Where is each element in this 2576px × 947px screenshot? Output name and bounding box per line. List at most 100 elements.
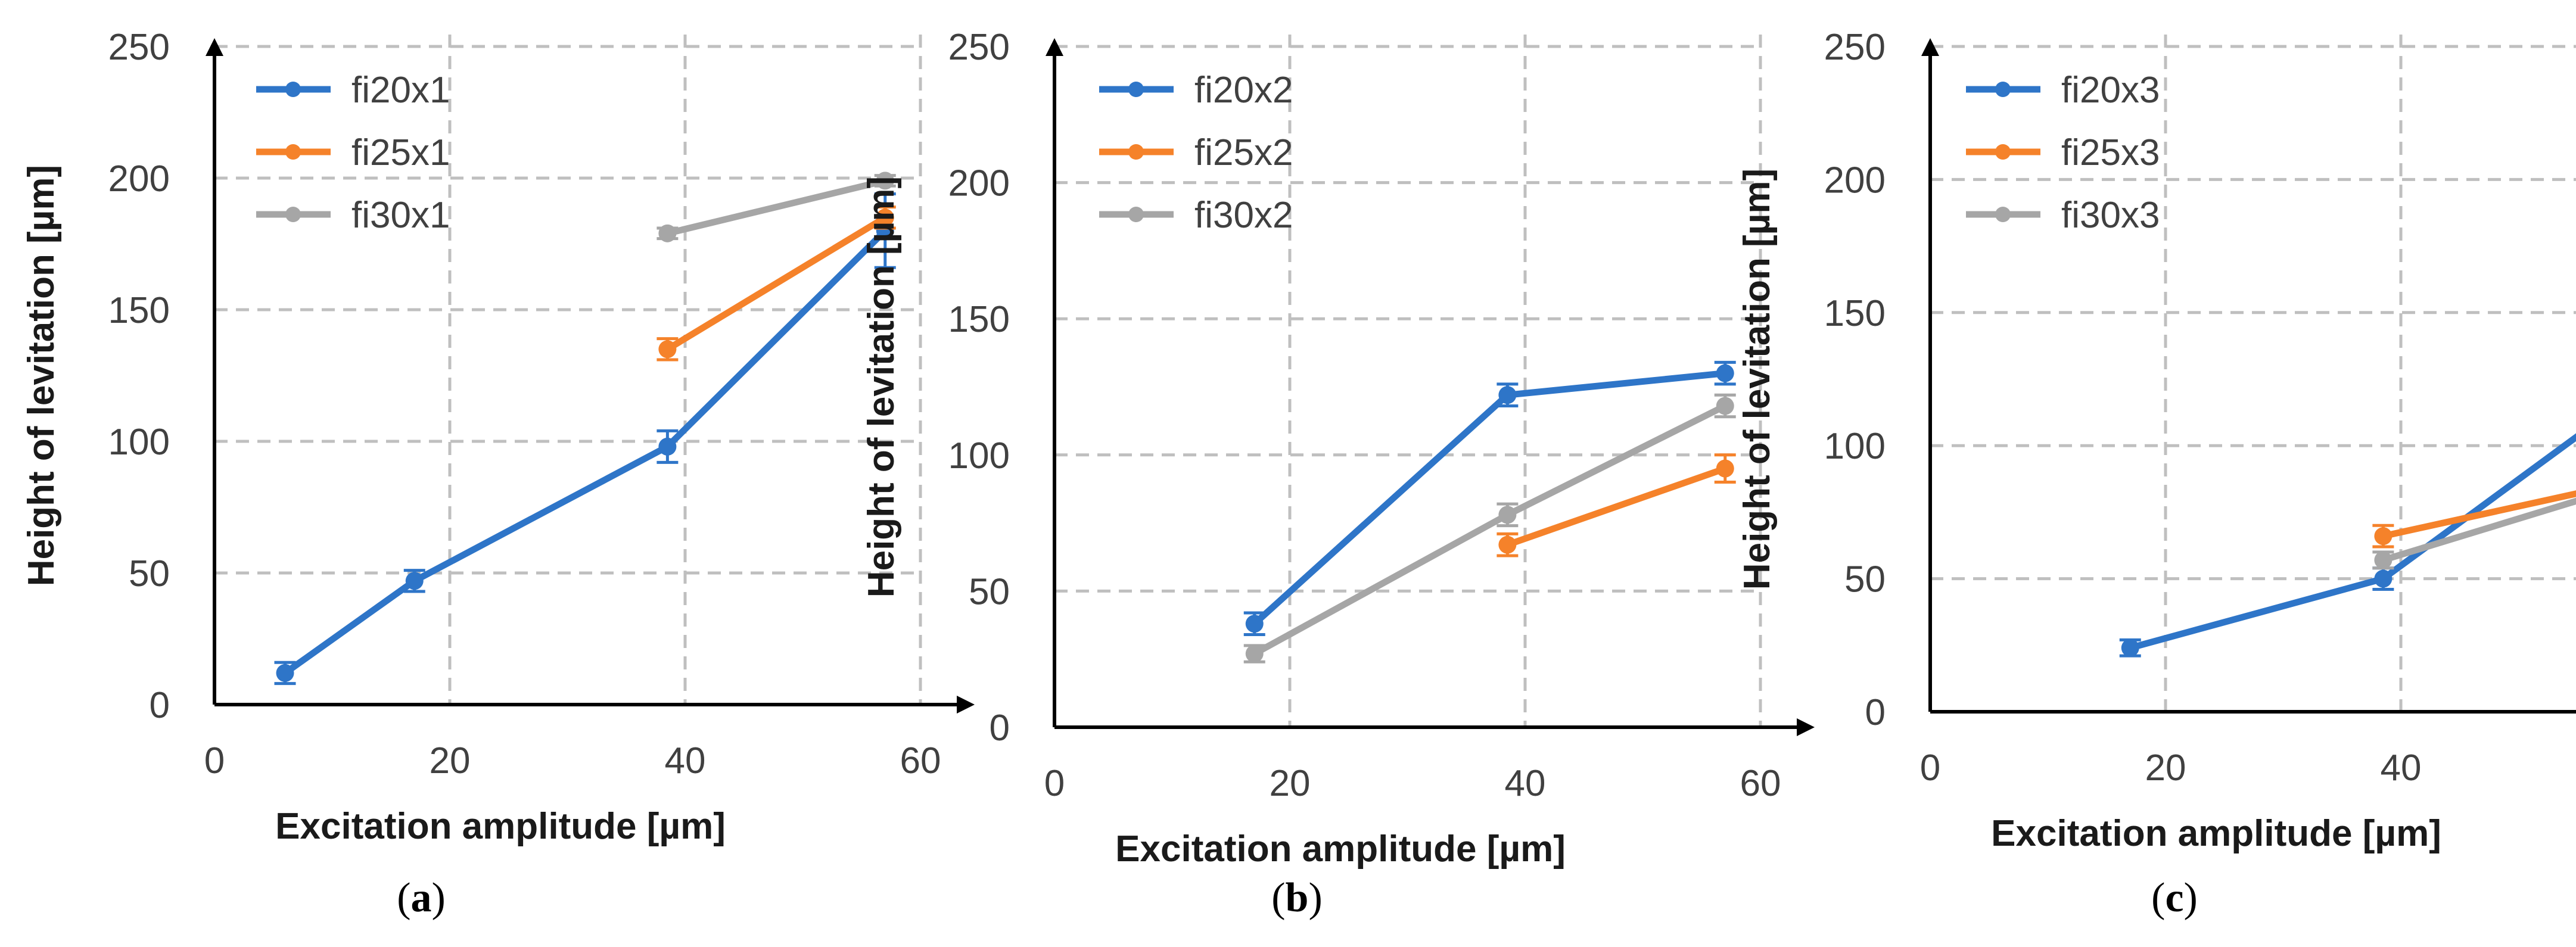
x-tick-label: 20 bbox=[2145, 747, 2186, 789]
data-point bbox=[876, 172, 894, 190]
series-line bbox=[282, 227, 889, 677]
series-fi30x2 bbox=[1243, 393, 1736, 663]
y-tick-label: 100 bbox=[108, 422, 170, 463]
data-point bbox=[2121, 638, 2139, 657]
panel-caption: (a) bbox=[397, 875, 446, 921]
legend-label: fi30x1 bbox=[351, 195, 450, 236]
gridlines bbox=[214, 35, 922, 705]
y-tick-label: 50 bbox=[1844, 559, 1886, 600]
series-fi30x3 bbox=[2372, 497, 2576, 570]
x-tick-label: 40 bbox=[2381, 747, 2422, 789]
x-axis-title: Excitation amplitude [µm] bbox=[275, 806, 726, 847]
x-tick-label: 0 bbox=[1044, 763, 1065, 804]
y-tick-label: 200 bbox=[948, 163, 1010, 204]
series-fi20x2 bbox=[1243, 360, 1736, 637]
series-fi25x2 bbox=[1497, 453, 1736, 557]
y-tick-label: 250 bbox=[1824, 27, 1886, 68]
data-point bbox=[876, 208, 894, 227]
series-line bbox=[2379, 490, 2576, 540]
x-tick-label: 0 bbox=[1920, 747, 1940, 789]
chart-panel-b: 0 50 100 150 200 250 0 20 40 60 Height of levitati… bbox=[861, 27, 1815, 921]
data-point bbox=[1245, 644, 1264, 663]
legend-label: fi20x1 bbox=[351, 70, 450, 111]
legend-marker bbox=[1128, 144, 1144, 160]
caption-close-paren: ) bbox=[432, 875, 446, 921]
caption-open-paren: ( bbox=[2151, 875, 2165, 921]
chart-panel-a: 0 50 100 150 200 250 0 20 40 60 Height of levitati… bbox=[21, 27, 975, 921]
data-point bbox=[1716, 364, 1734, 382]
x-tick-label: 40 bbox=[665, 740, 706, 781]
legend: fi20x1 fi25x1 fi30x1 bbox=[256, 70, 450, 236]
legend: fi20x3 fi25x3 fi30x3 bbox=[1966, 70, 2160, 236]
x-tick-label: 60 bbox=[1740, 763, 1781, 804]
y-tick-label: 0 bbox=[990, 708, 1010, 749]
series-fi20x3 bbox=[2119, 433, 2576, 658]
gridlines bbox=[1930, 35, 2576, 712]
caption-open-paren: ( bbox=[1271, 875, 1285, 921]
y-tick-label: 200 bbox=[108, 158, 170, 200]
y-tick-label: 50 bbox=[969, 571, 1010, 612]
y-tick-label: 200 bbox=[1824, 160, 1886, 201]
legend: fi20x2 fi25x2 fi30x2 bbox=[1099, 70, 1293, 236]
y-tick-label: 0 bbox=[1865, 692, 1886, 733]
data-point bbox=[876, 222, 894, 240]
data-point bbox=[1498, 506, 1517, 524]
data-point bbox=[276, 663, 294, 682]
data-point bbox=[1716, 459, 1734, 478]
legend-label: fi30x3 bbox=[2061, 195, 2160, 236]
data-point bbox=[1716, 397, 1734, 415]
legend-label: fi25x3 bbox=[2061, 132, 2160, 173]
y-tick-label: 150 bbox=[108, 290, 170, 331]
chart-panel-c: 0 50 100 150 200 250 0 20 40 60 Height of levitati… bbox=[1737, 27, 2576, 921]
legend-marker bbox=[285, 82, 301, 97]
series-fi20x1 bbox=[274, 192, 896, 686]
series-fi30x1 bbox=[657, 172, 896, 242]
y-tick-label: 0 bbox=[150, 685, 170, 726]
y-axis-title: Height of levitation [µm] bbox=[21, 165, 62, 586]
data-point bbox=[658, 340, 677, 359]
x-tick-label: 60 bbox=[900, 740, 941, 781]
y-tick-label: 150 bbox=[948, 299, 1010, 340]
caption-letter: c bbox=[2165, 875, 2183, 921]
series-fi25x1 bbox=[657, 205, 896, 362]
y-axis-title: Height of levitation [µm] bbox=[861, 176, 902, 597]
y-tick-label: 250 bbox=[108, 27, 170, 68]
series-line bbox=[1504, 465, 1729, 549]
panel-caption: (c) bbox=[2151, 875, 2198, 921]
data-point bbox=[2374, 551, 2393, 569]
y-tick-label: 50 bbox=[129, 553, 170, 594]
y-tick-label: 250 bbox=[948, 27, 1010, 68]
x-tick-label: 20 bbox=[430, 740, 471, 781]
legend-label: fi30x2 bbox=[1194, 195, 1293, 236]
legend-marker bbox=[1995, 82, 2011, 97]
panel-caption: (b) bbox=[1271, 875, 1323, 921]
series-line bbox=[664, 177, 889, 237]
caption-close-paren: ) bbox=[2184, 875, 2198, 921]
caption-letter: b bbox=[1286, 875, 1309, 921]
data-point bbox=[658, 437, 677, 456]
series-fi25x3 bbox=[2372, 490, 2576, 549]
y-tick-label: 100 bbox=[1824, 426, 1886, 467]
legend-label: fi25x2 bbox=[1194, 132, 1293, 173]
legend-marker bbox=[1995, 207, 2011, 222]
data-point bbox=[1498, 386, 1517, 404]
legend-marker bbox=[1128, 82, 1144, 97]
y-tick-label: 100 bbox=[948, 435, 1010, 476]
series-line bbox=[664, 214, 889, 353]
data-point bbox=[2374, 569, 2393, 588]
caption-open-paren: ( bbox=[397, 875, 410, 921]
data-point bbox=[1245, 615, 1264, 633]
gridlines bbox=[1054, 35, 1762, 727]
legend-marker bbox=[1995, 144, 2011, 160]
series-line bbox=[2127, 433, 2576, 652]
legend-label: fi25x1 bbox=[351, 132, 450, 173]
legend-marker bbox=[1128, 207, 1144, 222]
series-line bbox=[2379, 497, 2576, 563]
x-tick-label: 0 bbox=[204, 740, 225, 781]
x-tick-label: 40 bbox=[1505, 763, 1546, 804]
data-point bbox=[405, 572, 424, 590]
legend-label: fi20x2 bbox=[1194, 70, 1293, 111]
data-point bbox=[2374, 527, 2393, 546]
caption-close-paren: ) bbox=[1308, 875, 1322, 921]
